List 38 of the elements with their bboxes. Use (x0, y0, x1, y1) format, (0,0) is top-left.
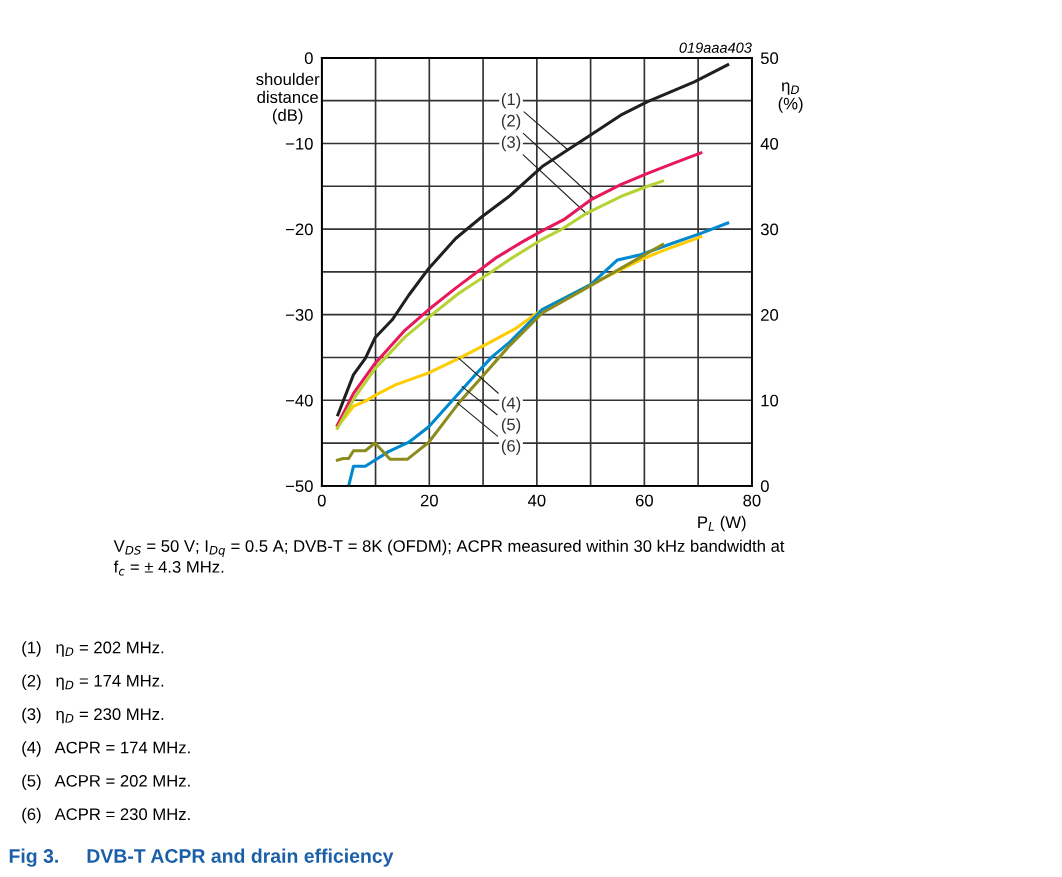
x-tick-label: 40 (527, 494, 546, 507)
x-axis-title: P$_{L}$ (W) (698, 515, 746, 532)
y-tick-label: −50 (286, 480, 313, 493)
annotation: (2) (501, 114, 521, 130)
text: (2) η$_{D}$ = 174 MHz. (22, 674, 164, 690)
x-tick-label: 60 (635, 494, 653, 507)
text: 019aaa403 (679, 42, 752, 53)
y2-axis-title: η$_{D}$ (%) (778, 82, 803, 113)
text: Fig 3. DVB-T ACPR and drain efficiency (9, 848, 394, 867)
text: (6) ACPR = 230 MHz. (22, 807, 190, 824)
y2-tick-label: 0 (760, 480, 769, 493)
x-tick-label: 0 (317, 494, 326, 507)
text: (3) η$_{D}$ = 230 MHz. (22, 707, 164, 724)
y-tick-label: −20 (286, 223, 313, 236)
y-tick-label: −30 (286, 309, 313, 321)
annotation: (5) (501, 418, 521, 434)
text: (4) ACPR = 174 MHz. (22, 741, 190, 757)
y-tick-label: 0 (304, 52, 313, 65)
y2-tick-label: 40 (760, 137, 779, 150)
annotation: (4) (501, 396, 521, 413)
annotation: (6) (501, 439, 521, 456)
y-axis-title: shoulder distance (dB) (256, 72, 320, 125)
x-tick-label: 20 (420, 494, 438, 507)
line-series (336, 63, 730, 417)
y-tick-label: −40 (286, 394, 313, 407)
y2-tick-label: 20 (761, 309, 779, 321)
text: (5) ACPR = 202 MHz. (22, 774, 190, 791)
x-tick-label: 80 (743, 494, 761, 507)
text: V$_{DS}$ = 50 V; I$_{Dq}$ = 0.5 A; DVB-T = 8K (OFDM); ACPR measured within 30 kHz bandwidth at f$_{c}$ = ± 4.3 MHz. (113, 539, 785, 576)
line-series (335, 242, 665, 462)
y2-tick-label: 30 (760, 223, 779, 236)
y2-tick-label: 10 (761, 394, 779, 407)
line-series (347, 221, 730, 486)
annotation: (1) (501, 92, 521, 109)
y-tick-label: −10 (286, 137, 313, 150)
text: (1) η$_{D}$ = 202 MHz. (22, 641, 164, 657)
annotation: (3) (501, 135, 521, 152)
y2-tick-label: 50 (760, 52, 779, 65)
